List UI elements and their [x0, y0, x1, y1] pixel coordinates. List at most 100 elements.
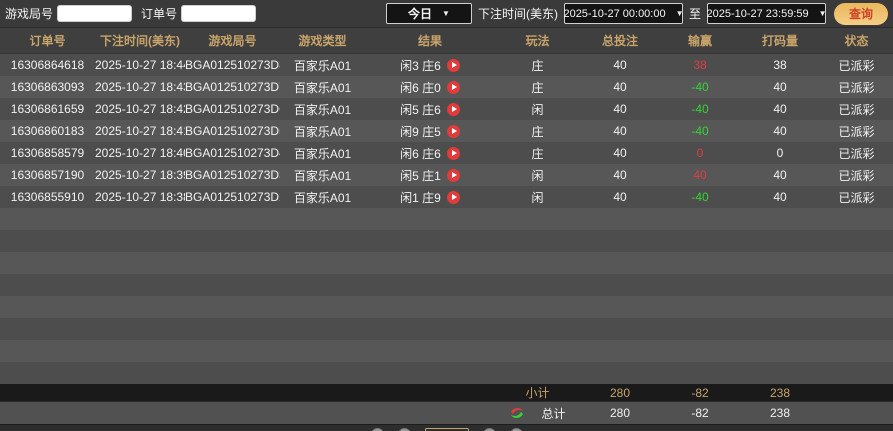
bet-time-cell: 2025-10-27 18:42: [95, 102, 185, 116]
result-text: 闲9 庄5: [400, 124, 441, 139]
grand-total-total-bet: 280: [609, 406, 631, 420]
table-row: 16306860183 2025-10-27 18:41 BGA01251027…: [0, 120, 893, 142]
table-row: 16306857190 2025-10-27 18:39 BGA01251027…: [0, 164, 893, 186]
win-loss-cell: 40: [693, 168, 707, 182]
empty-row: [0, 362, 893, 384]
col-bet-time: 下注时间(美东): [100, 34, 180, 48]
col-valid-bet: 打码量: [761, 34, 798, 48]
game-type-cell: 百家乐A01: [293, 80, 352, 95]
refresh-swirl-icon: [509, 406, 525, 420]
play-video-icon[interactable]: [446, 80, 460, 94]
date-to-value: 2025-10-27 23:59:59: [706, 7, 809, 20]
subtotal-valid-bet: 238: [769, 385, 791, 400]
round-no-input[interactable]: [57, 5, 133, 22]
bet-time-cell: 2025-10-27 18:41: [95, 124, 185, 138]
grand-total-row: 总计 280 -82 238: [0, 401, 893, 424]
chevron-down-icon: ▼: [442, 9, 450, 18]
win-loss-cell: 38: [693, 58, 707, 72]
table-header: 订单号 下注时间(美东) 游戏局号 游戏类型 结果 玩法 总投注 输赢 打码量 …: [0, 28, 893, 54]
play-cell: 闲: [531, 190, 544, 205]
subtotal-win-loss: -82: [691, 385, 709, 400]
table-row: 16306858579 2025-10-27 18:40 BGA01251027…: [0, 142, 893, 164]
round-no-cell: BGA012510273D7: [185, 80, 280, 94]
bet-time-cell: 2025-10-27 18:39: [95, 168, 185, 182]
table-row: 16306863093 2025-10-27 18:43 BGA01251027…: [0, 76, 893, 98]
empty-row: [0, 274, 893, 296]
order-no-cell: 16306864618: [10, 58, 85, 72]
col-result: 结果: [417, 34, 442, 48]
total-bet-cell: 40: [613, 124, 627, 138]
empty-row: [0, 340, 893, 362]
play-video-icon[interactable]: [446, 146, 460, 160]
play-cell: 庄: [531, 58, 544, 73]
play-video-icon[interactable]: [446, 58, 460, 72]
play-triangle-icon: [451, 106, 457, 112]
round-no-cell: BGA012510273D2: [185, 190, 280, 204]
win-loss-cell: 0: [696, 146, 704, 160]
result-text: 闲1 庄9: [400, 190, 441, 205]
col-win-loss: 输赢: [687, 34, 712, 48]
round-no-cell: BGA012510273D3: [185, 168, 280, 182]
query-button[interactable]: 查询: [834, 2, 888, 25]
bet-time-cell: 2025-10-27 18:40: [95, 146, 185, 160]
col-status: 状态: [844, 34, 869, 48]
total-bet-cell: 40: [613, 168, 627, 182]
play-triangle-icon: [451, 172, 457, 178]
date-range-select[interactable]: 今日 ▼: [385, 3, 472, 24]
valid-bet-cell: 38: [773, 58, 787, 72]
result-cell: 闲6 庄6: [365, 145, 495, 162]
play-triangle-icon: [451, 128, 457, 134]
round-no-cell: BGA012510273D8: [185, 58, 280, 72]
result-cell: 闲3 庄6: [365, 57, 495, 74]
play-triangle-icon: [451, 150, 457, 156]
result-text: 闲6 庄0: [400, 80, 441, 95]
result-text: 闲5 庄6: [400, 102, 441, 117]
order-no-cell: 16306863093: [10, 80, 85, 94]
grand-total-label: 总计: [541, 406, 566, 421]
table-row: 16306855910 2025-10-27 18:38 BGA01251027…: [0, 186, 893, 208]
status-cell: 已派彩: [838, 102, 875, 117]
win-loss-cell: -40: [691, 102, 709, 116]
play-cell: 闲: [531, 102, 544, 117]
table-row: 16306861659 2025-10-27 18:42 BGA01251027…: [0, 98, 893, 120]
play-cell: 庄: [531, 146, 544, 161]
grand-total-valid-bet: 238: [769, 406, 791, 420]
chevron-down-icon: ▼: [818, 9, 827, 18]
date-from-select[interactable]: 2025-10-27 00:00:00 ▼: [563, 3, 684, 24]
win-loss-cell: -40: [691, 124, 709, 138]
order-no-label: 订单号: [141, 7, 178, 21]
play-cell: 庄: [531, 124, 544, 139]
result-cell: 闲9 庄5: [365, 123, 495, 140]
play-video-icon[interactable]: [446, 168, 460, 182]
play-video-icon[interactable]: [446, 190, 460, 204]
order-no-cell: 16306857190: [10, 168, 85, 182]
win-loss-cell: -40: [691, 80, 709, 94]
status-cell: 已派彩: [838, 190, 875, 205]
date-to-select[interactable]: 2025-10-27 23:59:59 ▼: [706, 3, 827, 24]
play-triangle-icon: [451, 84, 457, 90]
col-total-bet: 总投注: [601, 34, 638, 48]
bet-time-cell: 2025-10-27 18:38: [95, 190, 185, 204]
subtotal-row: 小计 280 -82 238: [0, 384, 893, 401]
valid-bet-cell: 40: [773, 102, 787, 116]
status-cell: 已派彩: [838, 168, 875, 183]
bet-time-cell: 2025-10-27 18:43: [95, 80, 185, 94]
play-video-icon[interactable]: [446, 124, 460, 138]
game-type-cell: 百家乐A01: [293, 146, 352, 161]
game-type-cell: 百家乐A01: [293, 124, 352, 139]
order-no-cell: 16306860183: [10, 124, 85, 138]
game-type-cell: 百家乐A01: [293, 190, 352, 205]
table-body: 16306864618 2025-10-27 18:44 BGA01251027…: [0, 54, 893, 384]
valid-bet-cell: 40: [773, 168, 787, 182]
status-cell: 已派彩: [838, 146, 875, 161]
total-bet-cell: 40: [613, 146, 627, 160]
page-number-input[interactable]: [424, 428, 469, 431]
round-no-cell: BGA012510273D5: [185, 124, 280, 138]
empty-row: [0, 252, 893, 274]
empty-row: [0, 230, 893, 252]
game-type-cell: 百家乐A01: [293, 168, 352, 183]
result-text: 闲6 庄6: [400, 146, 441, 161]
play-cell: 庄: [531, 80, 544, 95]
play-video-icon[interactable]: [446, 102, 460, 116]
order-no-input[interactable]: [181, 5, 257, 22]
